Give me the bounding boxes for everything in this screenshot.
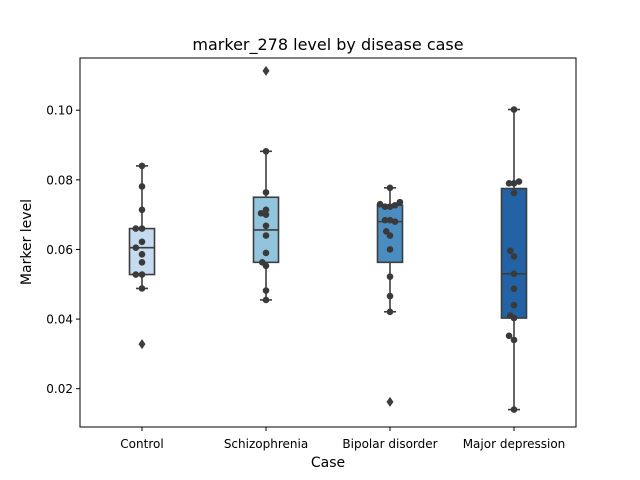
data-point (257, 209, 265, 217)
data-point (386, 273, 394, 280)
data-point (138, 251, 146, 258)
data-point (376, 200, 384, 208)
y-tick-label: 0.02 (46, 382, 73, 396)
data-point (505, 332, 513, 340)
data-point (510, 406, 518, 413)
outlier-marker (386, 396, 394, 407)
data-point (510, 253, 518, 260)
data-point (262, 222, 270, 230)
data-point (515, 178, 523, 185)
data-point (138, 238, 146, 246)
data-point (138, 271, 146, 278)
data-point (510, 285, 518, 293)
data-point (510, 106, 518, 113)
data-point (386, 184, 394, 192)
data-point (262, 249, 270, 257)
data-point (386, 292, 394, 300)
data-point (262, 206, 270, 214)
data-point (510, 314, 518, 322)
data-point (138, 225, 146, 232)
data-point (510, 180, 518, 187)
data-point (396, 198, 404, 206)
y-tick-label: 0.04 (46, 313, 73, 327)
y-tick-label: 0.08 (46, 173, 73, 187)
data-point (506, 247, 514, 255)
data-point (386, 232, 394, 239)
data-point (386, 216, 394, 224)
data-point (262, 189, 270, 196)
data-point (138, 206, 146, 214)
chart-title: marker_278 level by disease case (192, 35, 463, 55)
data-point (132, 225, 140, 232)
data-point (262, 262, 270, 270)
data-point (138, 259, 146, 266)
plot-area: 0.02 0.04 0.06 0.08 0.10 Control Schizophrenia… (46, 65, 566, 451)
data-point (391, 201, 399, 209)
data-point (381, 216, 389, 224)
data-point (386, 246, 394, 253)
x-tick-label: Bipolar disorder (342, 437, 437, 451)
x-tick-label: Schizophrenia (224, 437, 308, 451)
x-axis-label: Case (311, 455, 345, 471)
data-point (132, 271, 140, 278)
data-point (381, 203, 389, 210)
data-point (505, 180, 513, 187)
data-point (262, 147, 270, 155)
axes-frame (79, 57, 577, 428)
data-point (138, 162, 146, 170)
data-point (510, 301, 518, 309)
y-tick-label: 0.06 (46, 243, 73, 257)
data-point (510, 336, 518, 344)
data-point (132, 244, 140, 252)
data-point (386, 203, 394, 210)
data-point (262, 211, 270, 218)
outlier-marker (138, 339, 146, 350)
data-point (386, 308, 394, 316)
iqr-box (500, 187, 528, 319)
data-point (391, 218, 399, 225)
data-point (262, 296, 270, 304)
data-point (510, 189, 518, 197)
data-point (262, 287, 270, 294)
outlier-marker (262, 65, 270, 76)
data-point (510, 270, 518, 278)
y-tick-label: 0.10 (46, 104, 73, 118)
data-point (138, 285, 146, 292)
data-point (262, 232, 270, 239)
y-axis-label: Marker level (19, 199, 35, 285)
x-tick-label: Control (120, 437, 163, 451)
data-point (138, 183, 146, 190)
x-tick-label: Major depression (463, 437, 566, 451)
